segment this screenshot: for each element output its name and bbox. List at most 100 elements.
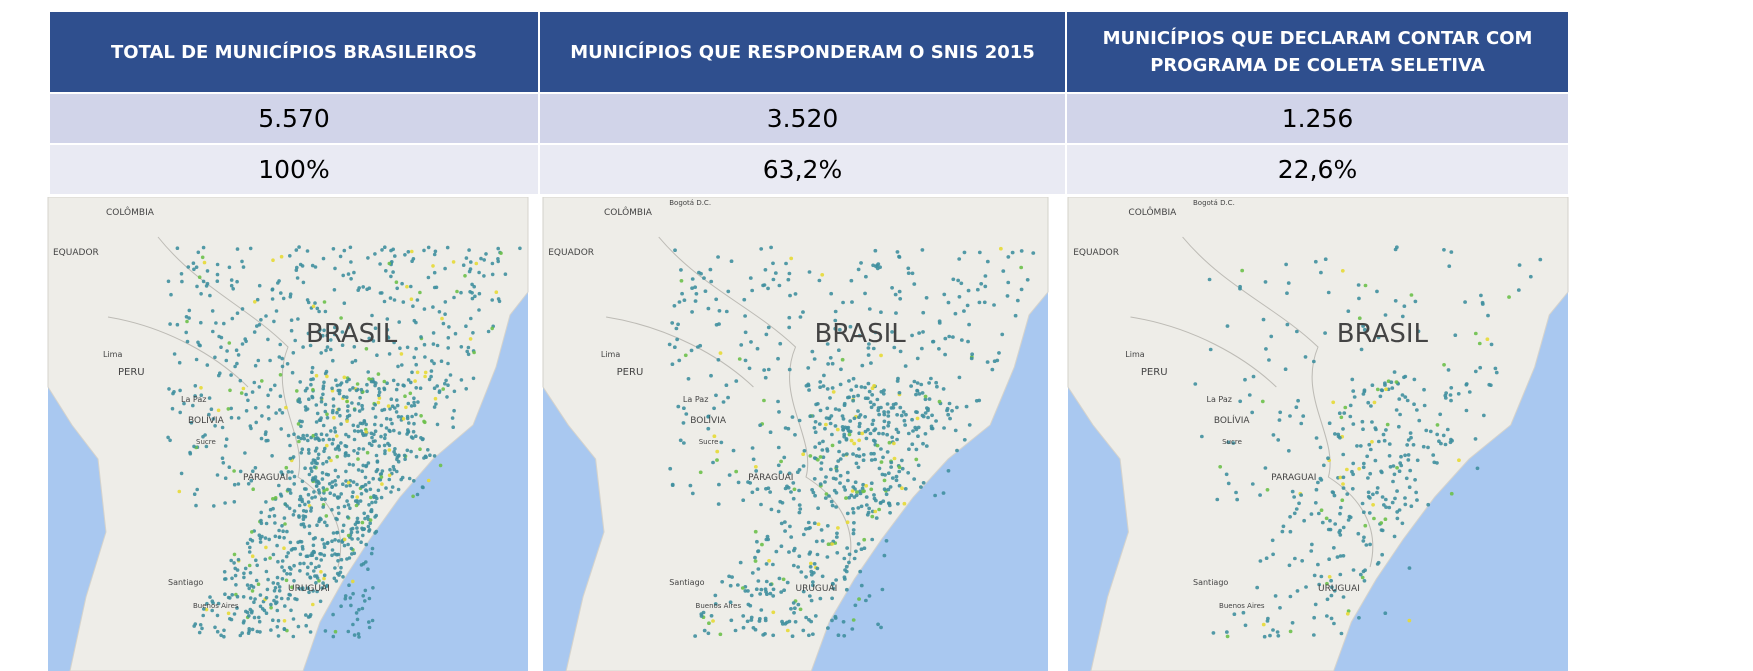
- dot: [221, 456, 225, 460]
- dot: [1312, 360, 1316, 364]
- dot: [418, 291, 422, 295]
- dot: [254, 421, 258, 425]
- dot: [817, 522, 821, 526]
- dot: [1309, 549, 1313, 553]
- dot: [1341, 453, 1345, 457]
- dot: [815, 540, 819, 544]
- dot: [676, 405, 680, 409]
- dot: [185, 320, 189, 324]
- dot: [427, 479, 431, 483]
- dot: [1349, 404, 1353, 408]
- dot: [311, 366, 315, 370]
- dot: [951, 278, 955, 282]
- dot: [201, 256, 205, 260]
- map-label: PARAGUAI: [1271, 473, 1316, 483]
- dot: [426, 448, 430, 452]
- dot: [716, 358, 720, 362]
- dot: [333, 479, 337, 483]
- dot: [675, 338, 679, 342]
- dot: [280, 597, 284, 601]
- dot: [1465, 409, 1469, 413]
- dot: [357, 468, 361, 472]
- dot: [398, 431, 402, 435]
- dot: [849, 279, 853, 283]
- dot: [462, 263, 466, 267]
- dot: [852, 532, 856, 536]
- dot: [312, 458, 316, 462]
- dot: [351, 623, 355, 627]
- dot: [870, 538, 874, 542]
- dot: [325, 375, 329, 379]
- dot: [947, 301, 951, 305]
- dot: [305, 387, 309, 391]
- cell: 22,6%: [1066, 144, 1569, 195]
- dot: [246, 399, 250, 403]
- dot: [778, 577, 782, 581]
- dot: [243, 451, 247, 455]
- dot: [222, 461, 226, 465]
- dot: [1020, 288, 1024, 292]
- dot: [767, 368, 771, 372]
- dot: [1333, 432, 1337, 436]
- dot: [820, 273, 824, 277]
- dot: [213, 626, 217, 630]
- dot: [451, 425, 455, 429]
- dot: [1218, 465, 1222, 469]
- dot: [412, 401, 416, 405]
- dot: [729, 619, 733, 623]
- dot: [788, 294, 792, 298]
- dot: [847, 561, 851, 565]
- map-label: Bogotá D.C.: [669, 199, 711, 207]
- dot: [821, 575, 825, 579]
- dot: [324, 349, 328, 353]
- dot: [898, 290, 902, 294]
- dot: [1319, 477, 1323, 481]
- dot: [443, 382, 447, 386]
- dot: [251, 390, 255, 394]
- dot: [345, 484, 349, 488]
- dot: [808, 414, 812, 418]
- dot: [198, 275, 202, 279]
- dot: [377, 489, 381, 493]
- dot: [857, 597, 861, 601]
- dot: [312, 569, 316, 573]
- dot: [1426, 503, 1430, 507]
- dot: [341, 482, 345, 486]
- dot: [356, 382, 360, 386]
- dot: [1339, 416, 1343, 420]
- dot: [359, 499, 363, 503]
- dot: [744, 359, 748, 363]
- dot: [744, 331, 748, 335]
- dot: [388, 478, 392, 482]
- dot: [711, 619, 715, 623]
- dot: [813, 477, 817, 481]
- dot: [216, 473, 220, 477]
- dot: [865, 495, 869, 499]
- dot: [388, 468, 392, 472]
- dot: [777, 464, 781, 468]
- dot: [1395, 245, 1399, 249]
- dot: [310, 370, 314, 374]
- dot: [799, 608, 803, 612]
- dot: [341, 274, 345, 278]
- dot: [839, 368, 843, 372]
- dot: [323, 521, 327, 525]
- dot: [898, 255, 902, 259]
- dot: [444, 379, 448, 383]
- dot: [289, 609, 293, 613]
- dot: [954, 312, 958, 316]
- dot: [195, 488, 199, 492]
- dot: [877, 413, 881, 417]
- dot: [412, 356, 416, 360]
- dot: [455, 290, 459, 294]
- dot: [326, 541, 330, 545]
- dot: [383, 380, 387, 384]
- dot: [335, 579, 339, 583]
- dot: [446, 246, 450, 250]
- dot: [876, 409, 880, 413]
- dot: [895, 475, 899, 479]
- dot: [282, 546, 286, 550]
- dot: [344, 470, 348, 474]
- dot: [227, 407, 231, 411]
- dot: [332, 404, 336, 408]
